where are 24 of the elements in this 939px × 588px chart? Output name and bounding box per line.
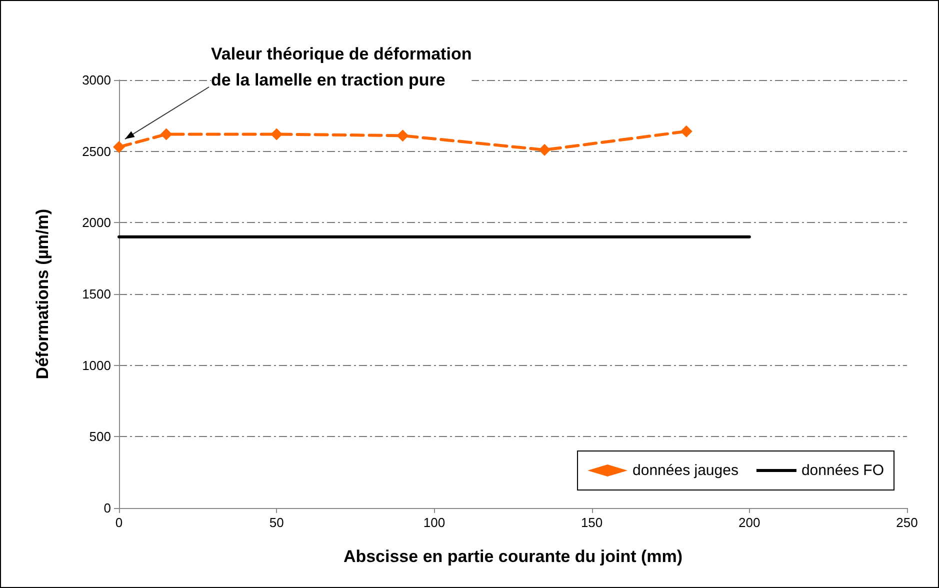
point <box>396 130 409 142</box>
y-tick-label: 1000 <box>82 358 111 373</box>
y-tick-label: 500 <box>89 429 111 444</box>
point <box>160 128 172 140</box>
x-tick-label: 150 <box>580 515 603 530</box>
x-tick-label: 0 <box>115 515 123 530</box>
legend-label: données jauges <box>632 462 738 479</box>
x-tick-label: 250 <box>896 515 918 530</box>
y-tick-label: 3000 <box>82 72 111 88</box>
point <box>680 125 692 138</box>
y-tick-label: 1500 <box>82 286 111 302</box>
x-tick-label: 100 <box>423 515 446 530</box>
y-axis-title: Déformations (µm/m) <box>33 208 52 380</box>
annotation: Valeur théorique de déformation de la lamelle en traction pure <box>211 44 472 90</box>
y-tick-label: 2500 <box>82 144 111 159</box>
point <box>270 128 283 140</box>
legend-label: données FO <box>801 462 884 479</box>
point <box>113 141 125 154</box>
y-tick-label: 0 <box>104 500 111 516</box>
y-tick-label: 2000 <box>82 215 111 230</box>
x-tick-label: 50 <box>269 515 284 530</box>
x-axis-title: Abscisse en partie courante du joint (mm) <box>343 547 683 566</box>
x-tick-label: 200 <box>738 515 760 530</box>
point <box>538 144 551 156</box>
